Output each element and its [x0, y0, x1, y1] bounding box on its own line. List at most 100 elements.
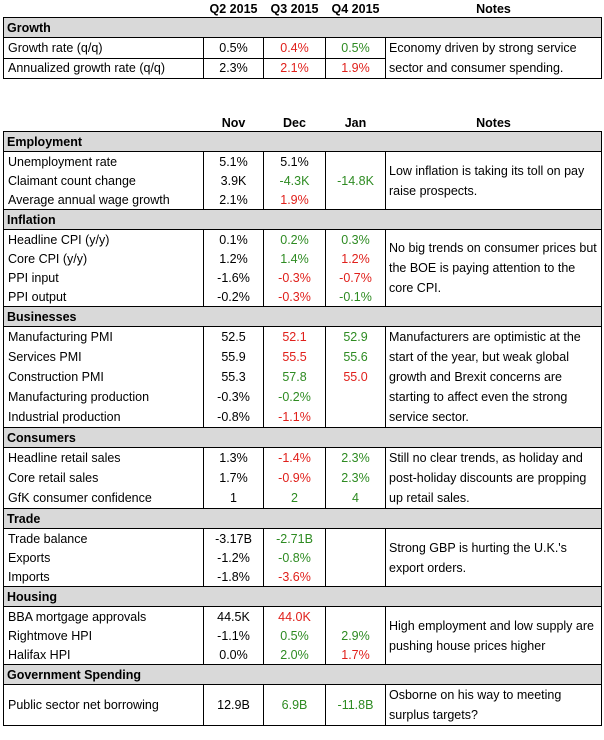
row-label: Unemployment rate	[3, 151, 204, 171]
value-nov: 55.9	[203, 347, 264, 367]
value-jan: 2.9%	[325, 626, 386, 645]
value-jan	[325, 606, 386, 626]
col-q2-2015: Q2 2015	[209, 1, 258, 16]
table-row: Exports -1.2% -0.8%	[3, 548, 602, 567]
table-row: Unemployment rate 5.1% 5.1% Low inflation i…	[3, 151, 602, 210]
value-dec: -1.1%	[263, 406, 326, 428]
table-row: Headline retail sales 1.3% -1.4% 2.3% Still …	[3, 447, 602, 509]
col-q4-2015: Q4 2015	[331, 1, 380, 16]
table-row: Manufacturing PMI 52.5 52.1 52.9 Manufacture…	[3, 326, 602, 428]
value-nov: -0.2%	[203, 287, 264, 307]
value-jan: -0.7%	[325, 268, 386, 287]
value-nov: 0.1%	[203, 229, 264, 249]
section-title: Government Spending	[3, 664, 602, 685]
value-dec: 0.2%	[263, 229, 326, 249]
value-dec: 55.5	[263, 347, 326, 367]
value-jan	[325, 151, 386, 171]
value-nov: 3.9K	[203, 171, 264, 190]
section-employment: Employment	[3, 131, 602, 152]
section-title: Employment	[3, 131, 602, 152]
section-government-spending: Government Spending	[3, 664, 602, 685]
monthly-header-row: Nov Dec Jan Notes	[4, 114, 602, 132]
value-jan: 1.7%	[325, 645, 386, 665]
col-notes: Notes	[476, 1, 511, 16]
row-label: Rightmove HPI	[3, 626, 204, 645]
row-label: Industrial production	[3, 406, 204, 428]
value-jan	[325, 528, 386, 548]
value-dec: 1.4%	[263, 249, 326, 268]
value-nov: 1.3%	[203, 447, 264, 468]
row-label: Public sector net borrowing	[3, 684, 204, 726]
table-row: Headline CPI (y/y) 0.1% 0.2% 0.3% No big tre…	[3, 229, 602, 307]
row-label: Halifax HPI	[3, 645, 204, 665]
row-label: Claimant count change	[3, 171, 204, 190]
row-label: Annualized growth rate (q/q)	[3, 57, 204, 79]
table-row: GfK consumer confidence 1 2 4	[3, 487, 602, 509]
value-nov: -1.8%	[203, 567, 264, 587]
section-title: Consumers	[3, 427, 602, 448]
section-consumers: Consumers	[3, 427, 602, 448]
value-jan: 55.6	[325, 347, 386, 367]
row-label: PPI output	[3, 287, 204, 307]
row-label: Imports	[3, 567, 204, 587]
value-q3: 2.1%	[263, 57, 326, 79]
table-row: Trade balance -3.17B -2.71B Strong GBP is h…	[3, 528, 602, 587]
row-label: Manufacturing production	[3, 386, 204, 407]
value-dec: 44.0K	[263, 606, 326, 626]
row-label: Growth rate (q/q)	[3, 37, 204, 58]
value-dec: -0.3%	[263, 268, 326, 287]
row-label: Headline CPI (y/y)	[3, 229, 204, 249]
col-nov: Nov	[221, 115, 246, 130]
value-jan: 0.3%	[325, 229, 386, 249]
row-label: GfK consumer confidence	[3, 487, 204, 509]
value-jan: 2.3%	[325, 447, 386, 468]
value-jan	[325, 567, 386, 587]
section-title: Businesses	[3, 306, 602, 327]
monthly-table: Nov Dec Jan Notes Employment Unemployment…	[3, 114, 602, 726]
value-dec: -0.2%	[263, 386, 326, 407]
table-row: Halifax HPI 0.0% 2.0% 1.7%	[3, 645, 602, 665]
header-blank	[4, 114, 204, 132]
value-dec: -2.71B	[263, 528, 326, 548]
col-jan: Jan	[344, 115, 367, 130]
row-label: Headline retail sales	[3, 447, 204, 468]
col-notes: Notes	[476, 115, 511, 130]
value-dec: 2.0%	[263, 645, 326, 665]
section-title: Housing	[3, 586, 602, 607]
value-dec: 52.1	[263, 326, 326, 348]
value-nov: 44.5K	[203, 606, 264, 626]
table-row: BBA mortgage approvals 44.5K 44.0K High emp…	[3, 606, 602, 665]
value-nov: -0.3%	[203, 386, 264, 407]
value-dec: -0.9%	[263, 468, 326, 488]
value-dec: -0.3%	[263, 287, 326, 307]
section-housing: Housing	[3, 586, 602, 607]
value-nov: -3.17B	[203, 528, 264, 548]
value-nov: 55.3	[203, 367, 264, 387]
row-note: Low inflation is taking its toll on pay …	[385, 151, 602, 210]
header-blank	[4, 0, 204, 18]
section-title: Inflation	[3, 209, 602, 230]
value-jan: 2.3%	[325, 468, 386, 488]
table-row: PPI output -0.2% -0.3% -0.1%	[3, 287, 602, 307]
value-jan: -0.1%	[325, 287, 386, 307]
table-row: Rightmove HPI -1.1% 0.5% 2.9%	[3, 626, 602, 645]
row-note: Manufacturers are optimistic at the star…	[385, 326, 602, 428]
table-row: Growth rate (q/q) 0.5% 0.4% 0.5% Economy…	[3, 37, 602, 79]
value-nov: -0.8%	[203, 406, 264, 428]
value-jan: 55.0	[325, 367, 386, 387]
value-nov: 2.1%	[203, 190, 264, 210]
table-row: Public sector net borrowing 12.9B 6.9B -11.…	[3, 684, 602, 726]
value-nov: 1	[203, 487, 264, 509]
row-label: Manufacturing PMI	[3, 326, 204, 348]
value-dec: 6.9B	[263, 684, 326, 726]
value-q4: 1.9%	[325, 57, 386, 79]
value-jan: 1.2%	[325, 249, 386, 268]
row-note: No big trends on consumer prices but the…	[385, 229, 602, 307]
col-dec: Dec	[283, 115, 306, 130]
section-trade: Trade	[3, 508, 602, 529]
table-row: Construction PMI 55.3 57.8 55.0	[3, 367, 602, 387]
table-row: Imports -1.8% -3.6%	[3, 567, 602, 587]
row-label: Construction PMI	[3, 367, 204, 387]
row-note: Economy driven by strong service sector …	[385, 37, 602, 79]
value-jan: -11.8B	[325, 684, 386, 726]
